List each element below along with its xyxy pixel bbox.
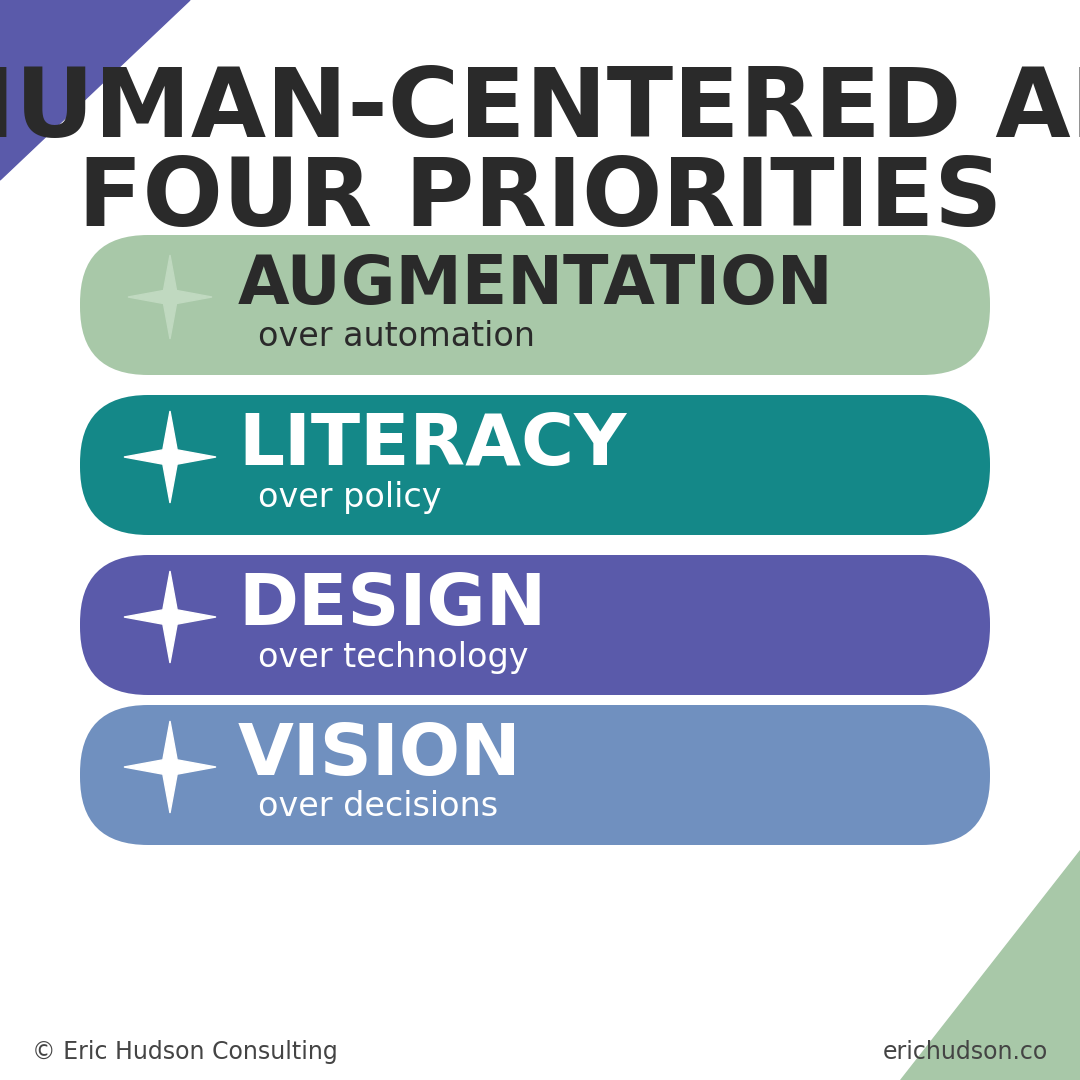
FancyBboxPatch shape [80, 705, 990, 845]
Text: © Eric Hudson Consulting: © Eric Hudson Consulting [32, 1040, 338, 1064]
Text: VISION: VISION [238, 720, 522, 789]
FancyBboxPatch shape [80, 555, 990, 696]
Polygon shape [129, 255, 212, 339]
Text: over technology: over technology [258, 640, 528, 674]
Text: LITERACY: LITERACY [238, 410, 626, 480]
Text: DESIGN: DESIGN [238, 570, 546, 639]
Polygon shape [124, 571, 216, 663]
FancyBboxPatch shape [80, 395, 990, 535]
Polygon shape [0, 0, 190, 180]
Polygon shape [900, 850, 1080, 1080]
Text: over automation: over automation [258, 321, 535, 353]
FancyBboxPatch shape [80, 235, 990, 375]
Polygon shape [124, 411, 216, 503]
Text: AUGMENTATION: AUGMENTATION [238, 252, 834, 318]
Polygon shape [124, 721, 216, 813]
Text: FOUR PRIORITIES: FOUR PRIORITIES [78, 154, 1002, 246]
Text: over decisions: over decisions [258, 791, 498, 823]
Text: over policy: over policy [258, 481, 442, 513]
Text: erichudson.co: erichudson.co [882, 1040, 1048, 1064]
Text: HUMAN-CENTERED AI:: HUMAN-CENTERED AI: [0, 64, 1080, 157]
